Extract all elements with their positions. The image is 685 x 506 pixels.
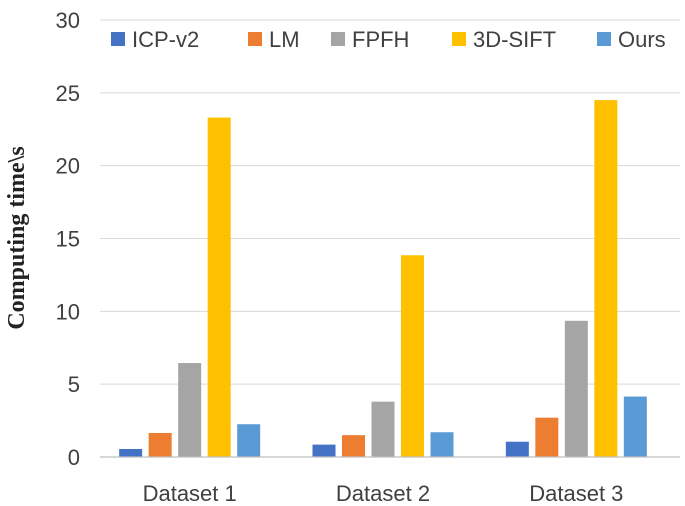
bar-lm-dataset-3 xyxy=(535,417,559,457)
bar-icp-v2-dataset-1 xyxy=(119,448,143,457)
legend-item-3d-sift: 3D-SIFT xyxy=(452,27,556,52)
bar-lm-dataset-1 xyxy=(148,432,172,457)
bars xyxy=(119,100,647,457)
y-tick-label: 0 xyxy=(68,445,80,470)
legend: ICP-v2 LM FPFH 3D-SIFT Ours xyxy=(111,27,666,52)
legend-label: LM xyxy=(269,27,300,52)
x-tick-label-dataset-2: Dataset 2 xyxy=(336,481,430,506)
legend-label: ICP-v2 xyxy=(132,27,199,52)
legend-label: 3D-SIFT xyxy=(473,27,556,52)
bar-fpfh-dataset-1 xyxy=(178,363,202,457)
y-tick-label: 10 xyxy=(56,299,80,324)
legend-item-icp-v2: ICP-v2 xyxy=(111,27,199,52)
y-tick-label: 15 xyxy=(56,227,80,252)
bar-3d-sift-dataset-1 xyxy=(207,117,231,457)
y-axis-ticks: 0 5 10 15 20 25 30 xyxy=(56,8,80,470)
legend-item-ours: Ours xyxy=(597,27,666,52)
x-axis-ticks: Dataset 1 Dataset 2 Dataset 3 xyxy=(143,481,624,506)
bar-fpfh-dataset-2 xyxy=(371,401,395,457)
legend-swatch xyxy=(331,32,345,46)
y-tick-label: 5 xyxy=(68,372,80,397)
legend-item-fpfh: FPFH xyxy=(331,27,409,52)
y-tick-label: 25 xyxy=(56,81,80,106)
bar-icp-v2-dataset-3 xyxy=(505,441,529,457)
y-tick-label: 20 xyxy=(56,154,80,179)
legend-swatch xyxy=(452,32,466,46)
x-tick-label-dataset-3: Dataset 3 xyxy=(529,481,623,506)
legend-swatch xyxy=(248,32,262,46)
legend-swatch xyxy=(111,32,125,46)
bar-ours-dataset-1 xyxy=(237,424,261,457)
bar-icp-v2-dataset-2 xyxy=(312,444,336,457)
x-tick-label-dataset-1: Dataset 1 xyxy=(143,481,237,506)
gridlines xyxy=(100,19,680,385)
bar-3d-sift-dataset-3 xyxy=(594,100,618,457)
y-tick-label: 30 xyxy=(56,8,80,33)
bar-3d-sift-dataset-2 xyxy=(401,255,424,457)
legend-item-lm: LM xyxy=(248,27,300,52)
legend-label: FPFH xyxy=(352,27,409,52)
bar-lm-dataset-2 xyxy=(342,435,365,457)
legend-label: Ours xyxy=(618,27,666,52)
bar-fpfh-dataset-3 xyxy=(564,320,588,457)
bar-ours-dataset-3 xyxy=(623,396,647,457)
y-axis-label: Computing time\s xyxy=(4,146,30,329)
legend-swatch xyxy=(597,32,611,46)
bar-ours-dataset-2 xyxy=(430,432,454,457)
